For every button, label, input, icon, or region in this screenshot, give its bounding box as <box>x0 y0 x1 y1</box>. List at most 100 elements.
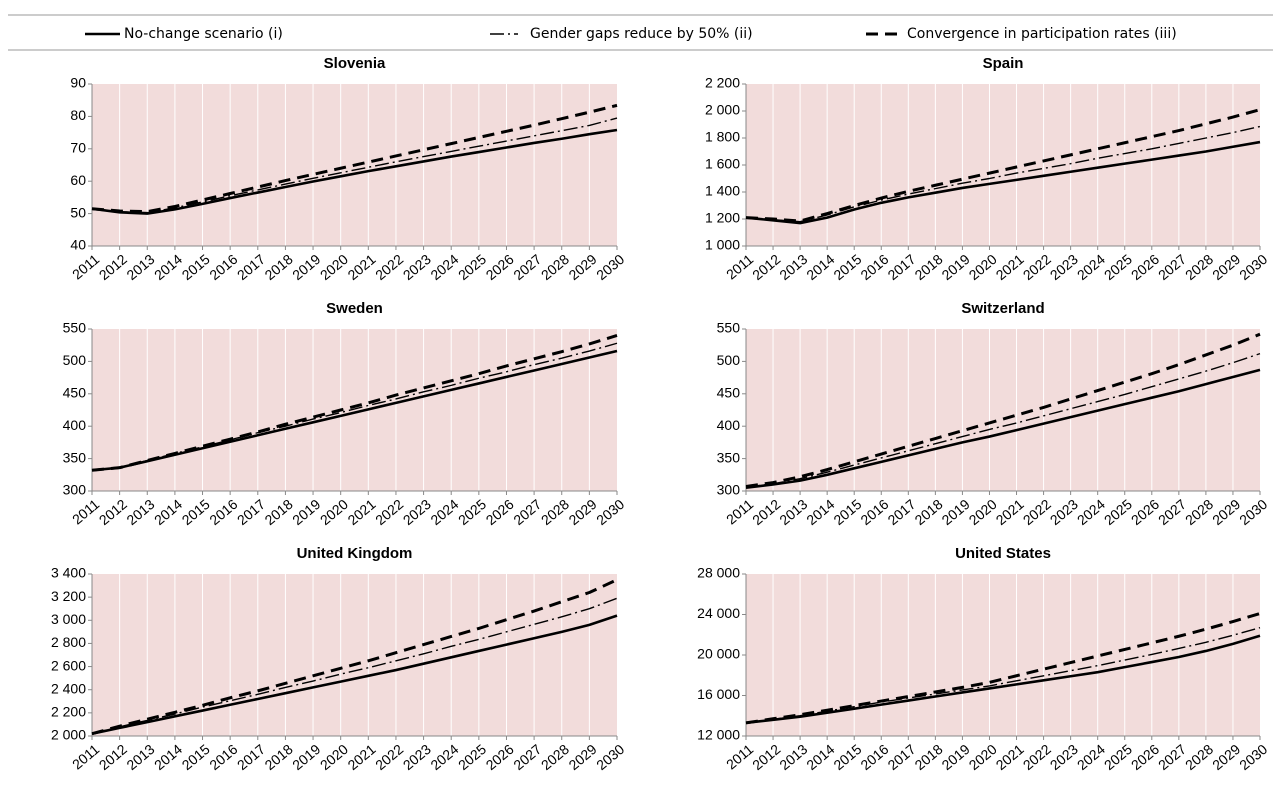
x-tick-label: 2020 <box>966 251 1000 283</box>
x-tick-label: 2012 <box>749 251 783 283</box>
x-tick-label: 2029 <box>1209 741 1243 773</box>
y-tick-label: 12 000 <box>697 727 740 743</box>
x-tick-label: 2026 <box>1128 251 1162 283</box>
series-line <box>745 332 1261 488</box>
x-tick-label: 2028 <box>1182 741 1216 773</box>
legend-label: No-change scenario (i) <box>124 26 283 42</box>
x-tick-label: 2023 <box>400 741 434 773</box>
x-tick-label: 2020 <box>317 251 351 283</box>
x-tick-label: 2021 <box>344 741 378 773</box>
x-tick-label: 2029 <box>566 251 600 283</box>
x-tick-label: 2013 <box>123 496 157 528</box>
y-tick-label: 24 000 <box>697 605 740 621</box>
x-tick-label: 2024 <box>427 251 461 283</box>
y-tick-label: 1 000 <box>705 237 740 253</box>
x-tick-label: 2020 <box>966 496 1000 528</box>
x-tick-label: 2026 <box>1128 496 1162 528</box>
x-tick-label: 2028 <box>538 496 572 528</box>
x-tick-label: 2030 <box>1236 251 1270 283</box>
x-tick-label: 2021 <box>344 496 378 528</box>
x-tick-label: 2022 <box>1020 741 1054 773</box>
y-tick-label: 2 000 <box>705 102 740 118</box>
x-tick-label: 2021 <box>993 741 1027 773</box>
x-tick-label: 2029 <box>1209 251 1243 283</box>
x-tick-label: 2030 <box>593 496 627 528</box>
y-tick-label: 450 <box>717 385 741 401</box>
x-tick-label: 2014 <box>803 251 837 283</box>
chart-title: United Kingdom <box>297 545 413 562</box>
y-tick-label: 400 <box>63 417 87 433</box>
x-tick-label: 2027 <box>510 251 544 283</box>
x-tick-label: 2030 <box>593 251 627 283</box>
x-tick-label: 2022 <box>1020 251 1054 283</box>
x-tick-label: 2023 <box>1047 741 1081 773</box>
y-tick-label: 450 <box>63 385 87 401</box>
x-tick-label: 2011 <box>723 741 757 773</box>
plot-area <box>92 574 617 736</box>
chart-title: Spain <box>983 55 1024 72</box>
x-tick-label: 2021 <box>993 251 1027 283</box>
chart-title: Sweden <box>326 300 383 317</box>
plot-area <box>92 329 617 491</box>
x-tick-label: 2023 <box>1047 251 1081 283</box>
x-tick-label: 2011 <box>723 251 757 283</box>
x-tick-label: 2026 <box>1128 741 1162 773</box>
x-tick-label: 2012 <box>96 251 130 283</box>
x-tick-label: 2017 <box>884 251 918 283</box>
x-tick-label: 2015 <box>830 741 864 773</box>
x-tick-label: 2025 <box>1101 496 1135 528</box>
x-tick-label: 2011 <box>723 496 757 528</box>
x-tick-label: 2018 <box>912 741 946 773</box>
series-line <box>745 634 1261 725</box>
x-tick-label: 2014 <box>803 741 837 773</box>
x-tick-label: 2018 <box>262 496 296 528</box>
legend-label: Gender gaps reduce by 50% (ii) <box>530 26 753 42</box>
x-tick-label: 2028 <box>1182 251 1216 283</box>
x-tick-label: 2017 <box>884 496 918 528</box>
y-tick-label: 60 <box>70 172 86 188</box>
x-tick-label: 2016 <box>857 251 891 283</box>
x-tick-label: 2015 <box>179 741 213 773</box>
x-tick-label: 2013 <box>776 496 810 528</box>
series-line <box>745 108 1261 223</box>
x-tick-label: 2013 <box>776 251 810 283</box>
x-tick-label: 2028 <box>1182 496 1216 528</box>
y-tick-label: 40 <box>70 237 86 253</box>
x-tick-label: 2027 <box>510 741 544 773</box>
x-tick-label: 2029 <box>566 496 600 528</box>
y-tick-label: 3 000 <box>51 611 86 627</box>
x-tick-label: 2025 <box>455 496 489 528</box>
x-tick-label: 2021 <box>993 496 1027 528</box>
series-line <box>91 597 618 735</box>
y-tick-label: 550 <box>717 320 741 336</box>
y-tick-label: 2 400 <box>51 680 86 696</box>
y-tick-label: 1 200 <box>705 210 740 226</box>
y-tick-label: 90 <box>70 75 86 91</box>
series-line <box>745 612 1261 725</box>
y-tick-label: 3 200 <box>51 588 86 604</box>
x-tick-label: 2025 <box>1101 741 1135 773</box>
x-tick-label: 2012 <box>96 496 130 528</box>
x-tick-label: 2018 <box>912 496 946 528</box>
x-tick-label: 2017 <box>234 741 268 773</box>
x-tick-label: 2025 <box>1101 251 1135 283</box>
x-tick-label: 2024 <box>1074 496 1108 528</box>
legend-label: Convergence in participation rates (iii) <box>907 26 1177 42</box>
x-tick-label: 2027 <box>1155 496 1189 528</box>
x-tick-label: 2019 <box>289 496 323 528</box>
x-tick-label: 2027 <box>510 496 544 528</box>
y-tick-label: 500 <box>717 352 741 368</box>
y-tick-label: 2 600 <box>51 657 86 673</box>
x-tick-label: 2026 <box>483 251 517 283</box>
x-tick-label: 2024 <box>1074 741 1108 773</box>
series-line <box>745 140 1261 225</box>
x-tick-label: 2020 <box>317 496 351 528</box>
y-tick-label: 28 000 <box>697 565 740 581</box>
series-line <box>91 128 618 215</box>
y-tick-label: 16 000 <box>697 686 740 702</box>
series-line <box>91 334 618 472</box>
x-tick-label: 2016 <box>206 496 240 528</box>
y-tick-label: 2 000 <box>51 727 86 743</box>
x-tick-label: 2011 <box>69 741 103 773</box>
